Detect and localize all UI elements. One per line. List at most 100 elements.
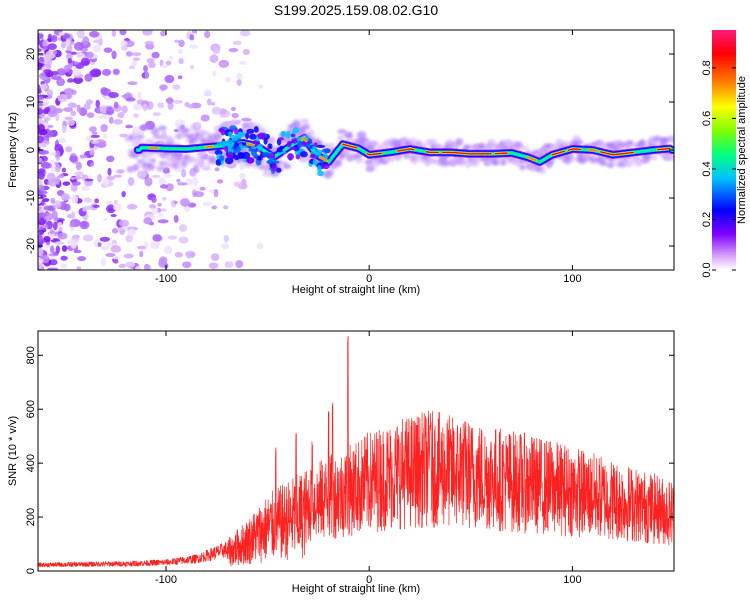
noise-blob: [47, 124, 54, 128]
halo-blob: [186, 156, 195, 163]
noise-blob: [38, 58, 45, 63]
noise-blob: [69, 155, 78, 163]
halo-blob: [490, 160, 499, 165]
noise-blob: [146, 58, 155, 64]
noise-blob: [189, 65, 195, 69]
noise-blob: [55, 150, 61, 157]
noise-blob: [211, 205, 218, 210]
noise-blob: [95, 69, 101, 77]
noise-blob: [132, 57, 140, 61]
noise-blob: [224, 261, 234, 269]
noise-blob: [70, 227, 75, 232]
noise-blob: [135, 265, 142, 270]
hot-segment-peak: [600, 151, 634, 156]
halo-blob: [192, 125, 200, 130]
noise-blob: [38, 212, 47, 218]
noise-blob: [157, 102, 165, 109]
snr-series-line: [38, 336, 674, 569]
noise-blob: [38, 184, 45, 191]
noise-blob: [60, 263, 68, 269]
noise-blob: [97, 242, 102, 247]
noise-blob: [62, 181, 71, 186]
halo-blob: [230, 119, 240, 126]
noise-blob: [121, 190, 126, 198]
noise-blob: [188, 202, 197, 208]
noise-blob: [133, 113, 139, 119]
turbulent-blob: [235, 145, 241, 153]
noise-blob: [66, 45, 73, 52]
turbulent-blob: [272, 160, 280, 164]
halo-blob: [176, 133, 183, 140]
noise-blob: [50, 160, 56, 164]
noise-blob: [65, 39, 71, 46]
halo-blob: [643, 155, 652, 160]
noise-blob: [162, 167, 170, 174]
snr-y-ticks: 0 200 400 600 800: [25, 346, 674, 574]
noise-blob: [92, 39, 104, 44]
turbulent-blob: [245, 157, 255, 164]
y-tick-label: 600: [25, 400, 37, 418]
y-tick-label: 400: [25, 454, 37, 472]
noise-blob: [77, 256, 87, 262]
noise-blob: [105, 252, 116, 258]
turbulent-blob: [311, 145, 317, 151]
turbulent-blob: [287, 153, 294, 161]
halo-blob: [356, 131, 367, 139]
noise-blob: [38, 102, 44, 107]
halo-blob: [163, 151, 172, 157]
colorbar-tick-label: 0.2: [701, 212, 713, 227]
noise-blob: [81, 221, 88, 228]
halo-blob: [157, 165, 165, 172]
halo-blob: [150, 127, 160, 136]
noise-blob: [152, 206, 158, 215]
noise-blob: [235, 260, 244, 269]
noise-blob: [142, 103, 148, 112]
hot-segment-core: [587, 148, 598, 152]
noise-blob: [159, 59, 164, 67]
noise-blob: [53, 161, 59, 165]
noise-blob: [81, 185, 90, 192]
noise-blob: [148, 204, 157, 209]
halo-blob: [668, 152, 674, 161]
colorbar-ticks: 0.0 0.2 0.4 0.6 0.8: [701, 60, 736, 278]
noise-blob: [162, 196, 167, 201]
halo-blob: [529, 167, 536, 172]
halo-blob: [499, 161, 507, 166]
hot-segment-core: [301, 136, 308, 142]
noise-blob: [71, 211, 76, 220]
noise-blob: [117, 227, 124, 231]
heatmap-x-axis-title: Height of straight line (km): [292, 284, 420, 296]
noise-blob: [106, 200, 114, 206]
halo-blob: [307, 129, 315, 135]
noise-blob: [50, 75, 62, 81]
noise-blob: [152, 234, 162, 242]
noise-blob: [208, 262, 219, 269]
halo-blob: [300, 118, 309, 125]
noise-blob: [218, 62, 226, 66]
noise-blob: [57, 94, 68, 103]
turbulent-blob: [267, 143, 273, 150]
halo-blob: [502, 139, 513, 146]
halo-blob: [634, 160, 644, 167]
noise-blob: [95, 99, 100, 108]
noise-blob: [103, 47, 113, 53]
noise-blob: [120, 40, 128, 46]
noise-blob: [61, 41, 66, 49]
noise-blob: [121, 105, 128, 114]
hot-segment-core: [526, 156, 537, 162]
halo-blob: [292, 119, 301, 128]
noise-blob: [132, 52, 142, 57]
noise-blob: [107, 167, 112, 176]
noise-blob: [177, 182, 188, 186]
noise-blob: [143, 217, 153, 225]
turbulent-blob: [237, 152, 244, 157]
noise-blob: [101, 68, 112, 76]
noise-blob: [64, 33, 71, 39]
turbulent-blob: [257, 155, 262, 161]
turbulent-blob: [262, 151, 270, 158]
noise-blob: [213, 189, 219, 198]
halo-blob: [241, 122, 249, 130]
noise-blob: [96, 141, 107, 149]
turbulent-blob: [227, 151, 234, 159]
